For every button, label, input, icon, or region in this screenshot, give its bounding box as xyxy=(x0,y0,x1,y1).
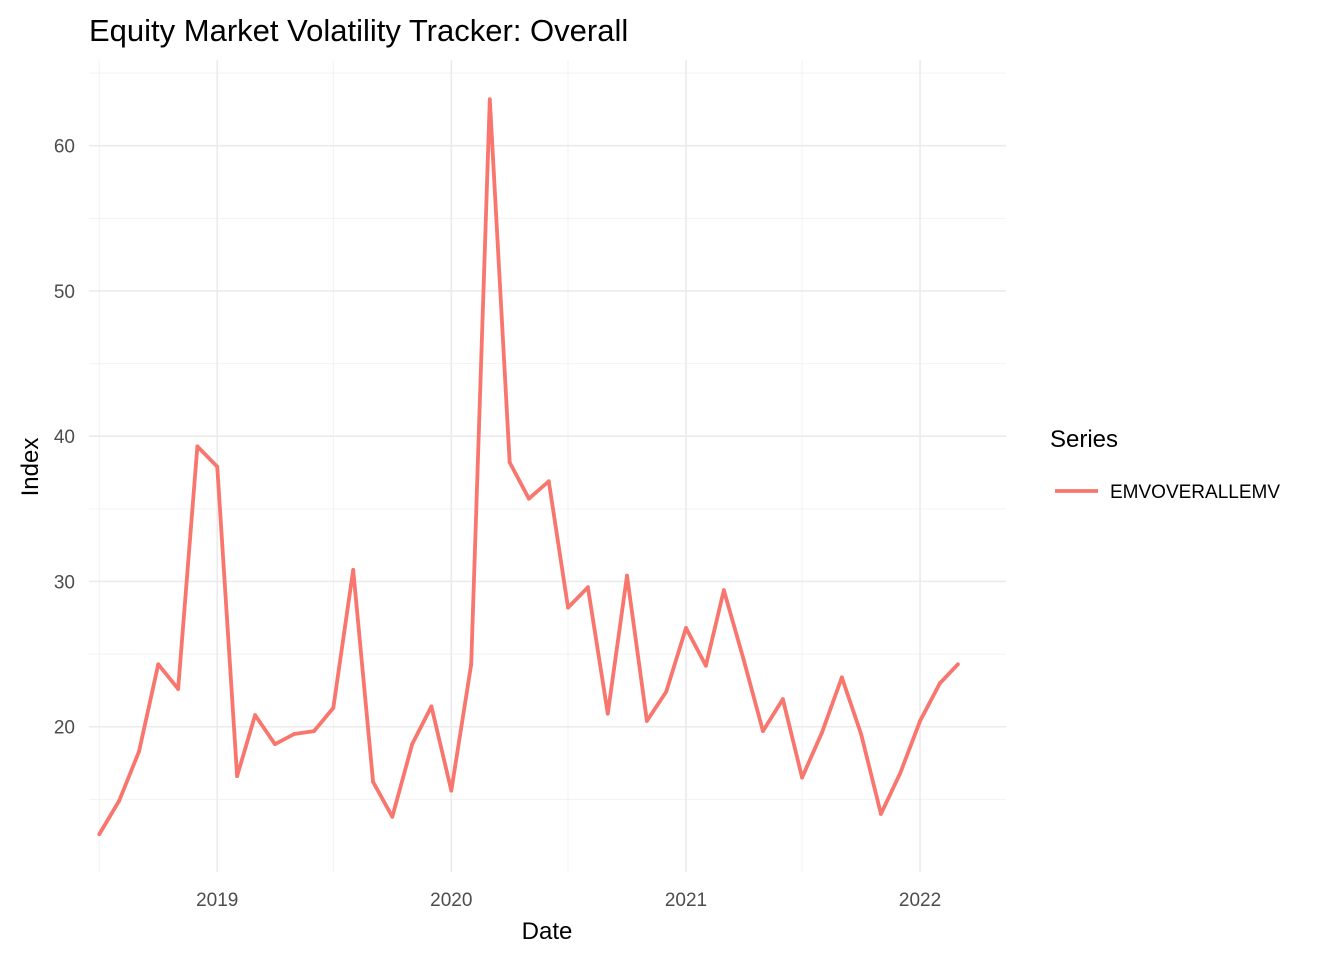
data-point xyxy=(625,573,629,578)
y-tick-label: 30 xyxy=(54,572,75,593)
series-line xyxy=(97,97,960,836)
data-point xyxy=(938,681,942,686)
data-point xyxy=(331,705,336,710)
data-point xyxy=(235,774,240,779)
y-tick-label: 40 xyxy=(54,427,75,448)
x-axis-title: Date xyxy=(522,918,573,945)
x-tick-label: 2019 xyxy=(196,890,238,911)
data-point xyxy=(800,775,804,780)
x-tick-labels: 2019 2020 2021 2022 xyxy=(196,890,941,911)
data-point xyxy=(956,662,960,667)
data-point xyxy=(605,711,610,716)
chart-title: Equity Market Volatility Tracker: Overal… xyxy=(89,13,628,48)
legend-title: Series xyxy=(1050,426,1118,453)
data-point xyxy=(839,675,844,680)
data-point xyxy=(390,814,395,819)
data-point xyxy=(469,662,474,667)
data-point xyxy=(429,704,434,709)
data-point xyxy=(312,729,316,733)
data-point xyxy=(371,780,375,784)
x-tick-label: 2020 xyxy=(430,890,472,911)
data-point xyxy=(918,719,922,723)
data-point xyxy=(527,496,531,501)
data-point xyxy=(507,460,512,465)
data-point xyxy=(684,626,688,630)
data-point xyxy=(215,464,220,469)
y-tick-label: 60 xyxy=(54,137,75,158)
minor-gridlines xyxy=(89,60,1006,872)
data-point xyxy=(97,832,102,837)
data-point xyxy=(449,788,454,793)
data-point xyxy=(156,662,161,667)
data-point xyxy=(741,658,746,662)
y-axis-title: Index xyxy=(17,438,44,497)
data-point xyxy=(879,812,883,816)
major-gridlines xyxy=(89,60,1006,872)
data-point xyxy=(137,749,141,754)
data-point xyxy=(820,730,824,735)
x-tick-label: 2022 xyxy=(899,890,941,911)
y-tick-labels: 20 30 40 50 60 xyxy=(54,137,75,739)
data-point xyxy=(195,444,200,449)
data-point xyxy=(273,742,277,747)
data-point xyxy=(410,742,415,747)
y-tick-label: 50 xyxy=(54,282,75,303)
data-point xyxy=(351,567,356,572)
data-point xyxy=(176,687,181,691)
legend-label: EMVOVERALLEMV xyxy=(1110,482,1280,503)
series-layer xyxy=(97,97,960,837)
x-tick-label: 2021 xyxy=(665,890,707,911)
data-point xyxy=(253,713,257,718)
data-point xyxy=(703,663,708,668)
y-tick-label: 20 xyxy=(54,718,75,739)
data-point xyxy=(586,585,590,590)
data-point xyxy=(546,479,551,484)
data-point xyxy=(645,719,649,723)
data-point xyxy=(898,771,903,776)
data-point xyxy=(859,732,863,736)
data-point xyxy=(292,732,297,736)
data-point xyxy=(780,697,785,702)
data-point xyxy=(761,729,765,733)
data-point xyxy=(487,97,492,102)
data-point xyxy=(721,588,726,593)
data-point xyxy=(664,689,669,694)
legend: Series EMVOVERALLEMV xyxy=(1050,426,1280,503)
data-point xyxy=(566,605,570,610)
data-point xyxy=(117,798,122,803)
